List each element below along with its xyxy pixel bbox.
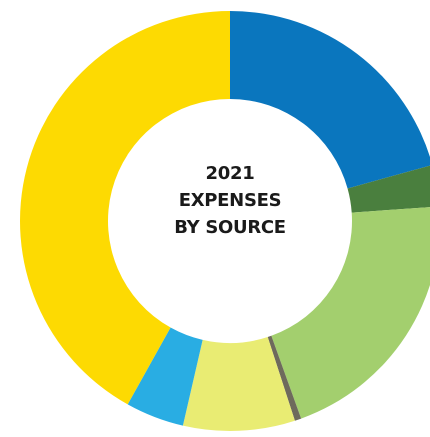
donut-slice-5 [182, 337, 295, 431]
donut-slice-4 [267, 335, 302, 421]
chart-title: 2021 EXPENSES BY SOURCE [130, 160, 330, 241]
donut-slice-2 [347, 165, 430, 213]
donut-slice-3 [271, 207, 430, 419]
donut-slice-7 [19, 11, 230, 405]
chart-title-line-3: BY SOURCE [174, 217, 286, 238]
donut-slice-6 [127, 327, 203, 426]
chart-title-year: 2021 [205, 163, 255, 184]
chart-title-line-2: EXPENSES [178, 190, 282, 211]
donut-slice-1 [230, 11, 430, 189]
donut-slices [19, 11, 430, 431]
